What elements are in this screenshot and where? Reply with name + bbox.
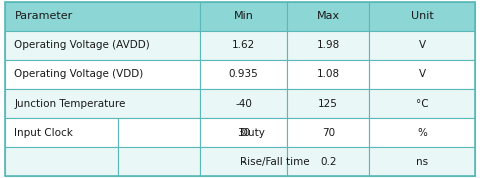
Text: -: - bbox=[241, 157, 245, 167]
Text: Input Clock: Input Clock bbox=[14, 128, 73, 138]
Bar bbox=[5, 2, 200, 31]
Bar bbox=[200, 31, 287, 60]
Text: Operating Voltage (AVDD): Operating Voltage (AVDD) bbox=[14, 40, 150, 50]
Text: 1.62: 1.62 bbox=[232, 40, 255, 50]
Bar bbox=[118, 118, 200, 147]
Bar bbox=[5, 60, 200, 89]
Text: ns: ns bbox=[416, 157, 428, 167]
Bar bbox=[5, 118, 118, 147]
Text: 0.2: 0.2 bbox=[320, 157, 336, 167]
Text: Max: Max bbox=[317, 11, 340, 21]
Text: Min: Min bbox=[234, 11, 253, 21]
Bar bbox=[287, 118, 369, 147]
Bar bbox=[369, 60, 475, 89]
Text: Operating Voltage (VDD): Operating Voltage (VDD) bbox=[14, 69, 144, 79]
Bar bbox=[118, 147, 200, 176]
Bar bbox=[287, 147, 369, 176]
Bar bbox=[287, 2, 369, 31]
Text: 70: 70 bbox=[322, 128, 335, 138]
Text: 1.98: 1.98 bbox=[317, 40, 340, 50]
Bar bbox=[5, 31, 200, 60]
Bar bbox=[287, 60, 369, 89]
Bar bbox=[200, 60, 287, 89]
Bar bbox=[5, 89, 200, 118]
Text: 125: 125 bbox=[318, 99, 338, 109]
Bar bbox=[200, 147, 287, 176]
Bar bbox=[369, 89, 475, 118]
Bar bbox=[5, 147, 118, 176]
Bar bbox=[369, 118, 475, 147]
Text: %: % bbox=[417, 128, 427, 138]
Text: 30: 30 bbox=[237, 128, 250, 138]
Bar bbox=[287, 31, 369, 60]
Bar bbox=[369, 31, 475, 60]
Bar bbox=[369, 147, 475, 176]
Text: 1.08: 1.08 bbox=[317, 69, 340, 79]
Text: Rise/Fall time: Rise/Fall time bbox=[240, 157, 310, 167]
Text: Unit: Unit bbox=[411, 11, 433, 21]
Text: V: V bbox=[419, 40, 426, 50]
Bar bbox=[369, 2, 475, 31]
Text: Parameter: Parameter bbox=[14, 11, 72, 21]
Text: 0.935: 0.935 bbox=[228, 69, 258, 79]
Bar bbox=[200, 118, 287, 147]
Text: °C: °C bbox=[416, 99, 429, 109]
Bar bbox=[287, 89, 369, 118]
Text: Junction Temperature: Junction Temperature bbox=[14, 99, 126, 109]
Text: -40: -40 bbox=[235, 99, 252, 109]
Bar bbox=[200, 89, 287, 118]
Text: Duty: Duty bbox=[240, 128, 265, 138]
Text: V: V bbox=[419, 69, 426, 79]
Bar bbox=[200, 2, 287, 31]
